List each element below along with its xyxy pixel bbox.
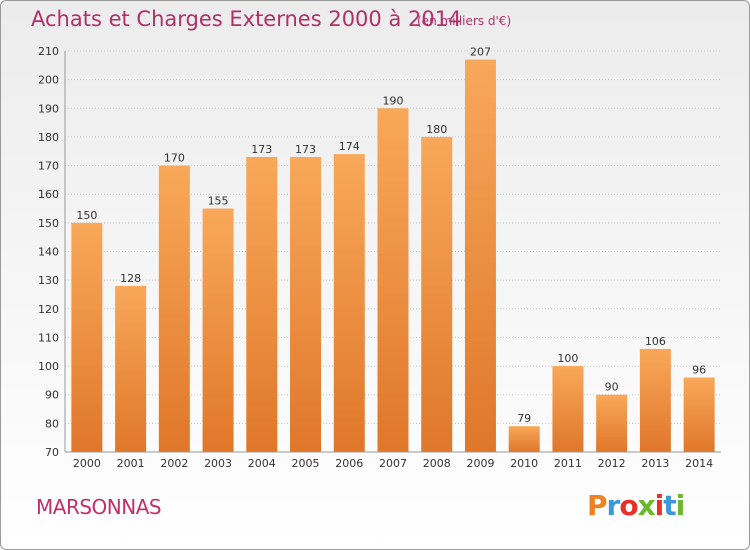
- y-tick-label: 170: [38, 160, 59, 173]
- logo-letter: i: [654, 489, 665, 522]
- value-label: 174: [339, 140, 360, 153]
- chart-unit: (en milliers d'€): [417, 14, 512, 28]
- x-tick-label: 2001: [117, 457, 145, 470]
- y-tick-label: 140: [38, 246, 59, 259]
- value-label: 96: [692, 364, 706, 377]
- bar-2004: [246, 156, 278, 452]
- x-tick-label: 2014: [685, 457, 713, 470]
- bar-2010: [508, 426, 540, 452]
- bar-2000: [71, 222, 103, 452]
- bar-2014: [683, 377, 715, 452]
- bar-2006: [333, 154, 365, 452]
- y-tick-label: 120: [38, 303, 59, 316]
- y-tick-label: 210: [38, 45, 59, 58]
- value-label: 100: [557, 352, 578, 365]
- y-tick-label: 70: [45, 446, 59, 459]
- y-tick-label: 100: [38, 360, 59, 373]
- x-tick-label: 2012: [598, 457, 626, 470]
- bar-2008: [421, 136, 453, 452]
- y-tick-label: 180: [38, 131, 59, 144]
- bar-2009: [464, 59, 496, 452]
- x-tick-label: 2010: [510, 457, 538, 470]
- bar-2001: [115, 285, 147, 452]
- y-tick-label: 130: [38, 274, 59, 287]
- x-tick-label: 2004: [248, 457, 276, 470]
- y-tick-label: 160: [38, 188, 59, 201]
- y-tick-label: 150: [38, 217, 59, 230]
- x-tick-label: 2005: [292, 457, 320, 470]
- value-label: 150: [76, 209, 97, 222]
- x-tick-label: 2011: [554, 457, 582, 470]
- x-tick-label: 2013: [641, 457, 669, 470]
- proxiti-logo: Proxiti: [587, 489, 686, 522]
- x-tick-label: 2007: [379, 457, 407, 470]
- bar-2005: [290, 156, 322, 452]
- value-label: 180: [426, 123, 447, 136]
- bar-2003: [202, 208, 234, 452]
- x-tick-label: 2009: [466, 457, 494, 470]
- bar-2012: [596, 394, 628, 452]
- value-label: 90: [605, 381, 619, 394]
- bar-2013: [639, 348, 671, 452]
- logo-letter: o: [619, 489, 638, 522]
- value-label: 173: [251, 143, 272, 156]
- y-tick-label: 90: [45, 389, 59, 402]
- value-label: 128: [120, 272, 141, 285]
- logo-letter: t: [663, 489, 676, 522]
- x-tick-label: 2003: [204, 457, 232, 470]
- y-tick-label: 200: [38, 74, 59, 87]
- bar-2011: [552, 366, 584, 452]
- bar-2007: [377, 108, 409, 453]
- logo-letter: i: [675, 489, 686, 522]
- commune-name: MARSONNAS: [36, 495, 162, 519]
- y-tick-label: 80: [45, 417, 59, 430]
- chart-title: Achats et Charges Externes 2000 à 2014: [31, 7, 462, 31]
- logo-letter: P: [587, 489, 608, 522]
- value-label: 207: [470, 46, 491, 59]
- x-tick-label: 2000: [73, 457, 101, 470]
- value-label: 170: [164, 152, 185, 165]
- logo-letter: r: [606, 489, 621, 522]
- x-tick-label: 2002: [160, 457, 188, 470]
- value-label: 190: [383, 94, 404, 107]
- value-label: 106: [645, 335, 666, 348]
- y-tick-label: 190: [38, 102, 59, 115]
- x-tick-label: 2008: [423, 457, 451, 470]
- logo-letter: x: [637, 489, 656, 522]
- x-tick-label: 2006: [335, 457, 363, 470]
- bar-2002: [158, 165, 190, 453]
- value-label: 79: [517, 412, 531, 425]
- value-label: 173: [295, 143, 316, 156]
- y-tick-label: 110: [38, 331, 59, 344]
- value-label: 155: [208, 195, 229, 208]
